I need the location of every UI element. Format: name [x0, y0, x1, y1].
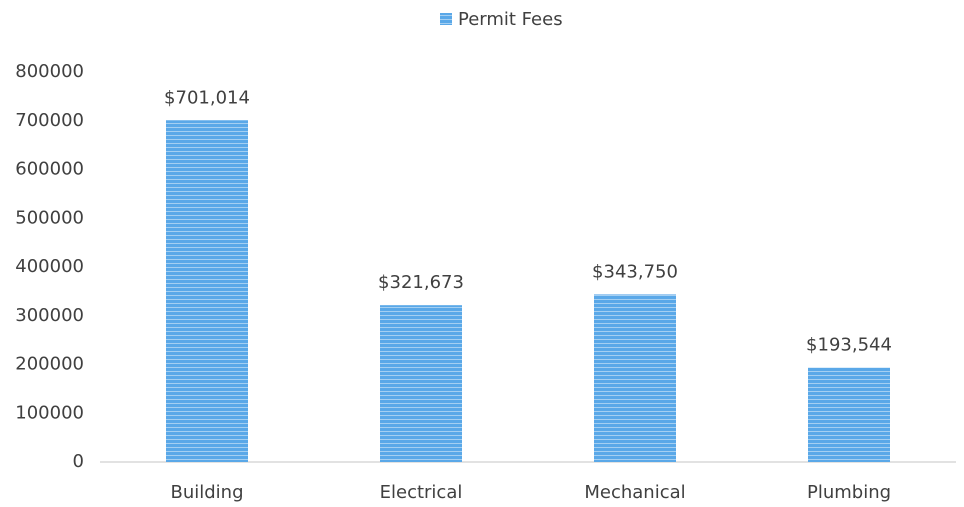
bar	[380, 305, 462, 462]
data-label: $193,544	[806, 335, 892, 356]
y-tick-label: 100000	[15, 402, 84, 423]
data-label: $343,750	[592, 261, 678, 282]
y-tick-label: 500000	[15, 207, 84, 228]
y-tick-label: 400000	[15, 256, 84, 277]
x-tick-label: Electrical	[380, 482, 463, 503]
y-tick-label: 200000	[15, 354, 84, 375]
x-tick-label: Building	[170, 482, 243, 503]
bar	[166, 120, 248, 462]
data-label: $701,014	[164, 87, 250, 108]
y-tick-label: 600000	[15, 159, 84, 180]
legend-swatch	[440, 13, 452, 25]
data-label: $321,673	[378, 272, 464, 293]
bar	[808, 367, 890, 462]
legend-label: Permit Fees	[458, 9, 563, 30]
y-tick-label: 800000	[15, 61, 84, 82]
x-tick-label: Mechanical	[584, 482, 685, 503]
bar	[594, 294, 676, 462]
y-tick-label: 300000	[15, 305, 84, 326]
y-tick-label: 700000	[15, 110, 84, 131]
x-tick-label: Plumbing	[807, 482, 891, 503]
y-tick-label: 0	[73, 451, 84, 472]
